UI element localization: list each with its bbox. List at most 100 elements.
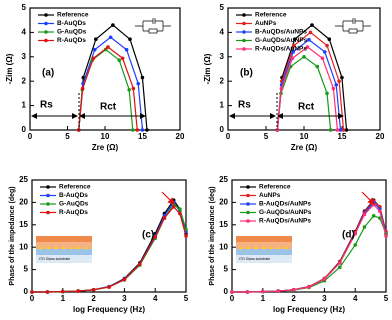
x-tick-label: 4 [153,294,158,303]
data-point [325,43,329,48]
data-point [302,55,306,59]
data-point [30,290,34,294]
data-point [290,56,295,61]
data-point [80,86,85,91]
y-axis-label: -Zim (Ω) [203,53,212,84]
inset-layer [236,255,292,263]
data-point [91,287,96,292]
data-point [305,45,310,49]
data-point [322,50,327,54]
x-tick-label: 5 [384,294,389,303]
data-point [338,265,342,270]
data-point [362,212,367,217]
data-point [362,225,367,229]
legend-marker [242,30,246,34]
data-point [184,227,188,232]
data-point [45,290,50,294]
x-tick-label: 1 [61,294,66,303]
data-point [94,37,98,42]
legend-marker [242,38,246,43]
legend-label: R-AuQDs [59,209,88,216]
legend-label: G-AuQDs/AuNPs [259,209,312,216]
data-point [325,91,329,96]
data-point [76,289,80,293]
inset-particle [239,246,243,250]
x-tick-label: 20 [176,132,185,141]
inset-layer [36,249,92,255]
data-point [276,289,281,293]
inset-particle [247,246,250,250]
data-point [178,211,182,216]
data-point [128,37,132,42]
circuit-icon [151,18,157,24]
inset-layer [36,236,92,242]
y-tick-label: 0 [24,287,29,296]
data-point [108,35,113,40]
y-tick-label: 2 [22,76,27,85]
y-axis-label: Phase of the impedance (deg) [9,186,16,285]
x-axis-label: Zre (Ω) [291,143,318,152]
legend-marker [44,21,48,26]
legend-marker [246,193,250,198]
data-point [353,243,358,247]
legend-label: R-AuQDs/AuNPs [255,46,307,53]
legend-marker [242,47,246,51]
series-line [78,48,134,131]
legend-label: B-AuQDs [59,192,88,199]
y-tick-label: 0 [224,287,229,296]
legend-marker [46,185,50,189]
legend-label: AuNPs [255,20,277,27]
data-point [131,86,136,91]
inset-layer [36,242,92,249]
data-point [331,86,336,91]
x-tick-label: 4 [353,294,358,303]
data-point [127,87,131,92]
data-point [279,86,284,91]
legend-marker [246,185,250,189]
circuit-icon [348,28,358,34]
inset-particle [262,246,265,250]
legend-marker [246,210,250,215]
data-point [335,128,340,132]
data-point [320,56,325,61]
circuit-icon [351,18,357,24]
y-tick-label: 5 [220,3,225,12]
panel-label: (d) [342,230,355,241]
legend-label: G-AuQDs [59,201,89,208]
inset-particle [62,246,65,250]
x-tick-label: 0 [28,132,33,141]
data-point [327,37,332,42]
data-point [378,209,382,214]
y-tick-label: 0 [22,125,27,134]
x-tick-label: 15 [338,132,347,141]
x-tick-label: 2 [91,294,96,303]
y-tick-label: 10 [219,242,228,251]
x-tick-label: 10 [101,132,110,141]
y-tick-label: 5 [224,265,229,274]
x-tick-label: 5 [264,132,269,141]
x-tick-label: 3 [122,294,127,303]
data-point [124,47,129,52]
x-tick-label: 10 [300,132,309,141]
data-point [106,45,110,49]
y-tick-label: 1 [220,101,225,110]
data-point [328,128,333,132]
legend-label: Reference [57,12,89,19]
data-point [292,43,296,48]
inset-label: ITO Glass substrate [239,257,270,261]
data-point [308,30,313,35]
data-point [162,216,167,220]
legend-marker [46,202,50,206]
data-point [130,128,135,132]
inset-particle [69,246,73,250]
y-tick-label: 2 [220,76,225,85]
data-point [307,37,311,42]
legend-label: AuNPs [259,192,281,199]
x-axis-label: log Frequency (Hz) [273,305,345,314]
data-point [340,75,344,80]
y-tick-label: 1 [22,101,27,110]
data-point [135,128,140,132]
legend-label: R-AuQDs [57,37,86,44]
legend-marker [44,30,48,34]
circuit-icon [335,20,371,32]
